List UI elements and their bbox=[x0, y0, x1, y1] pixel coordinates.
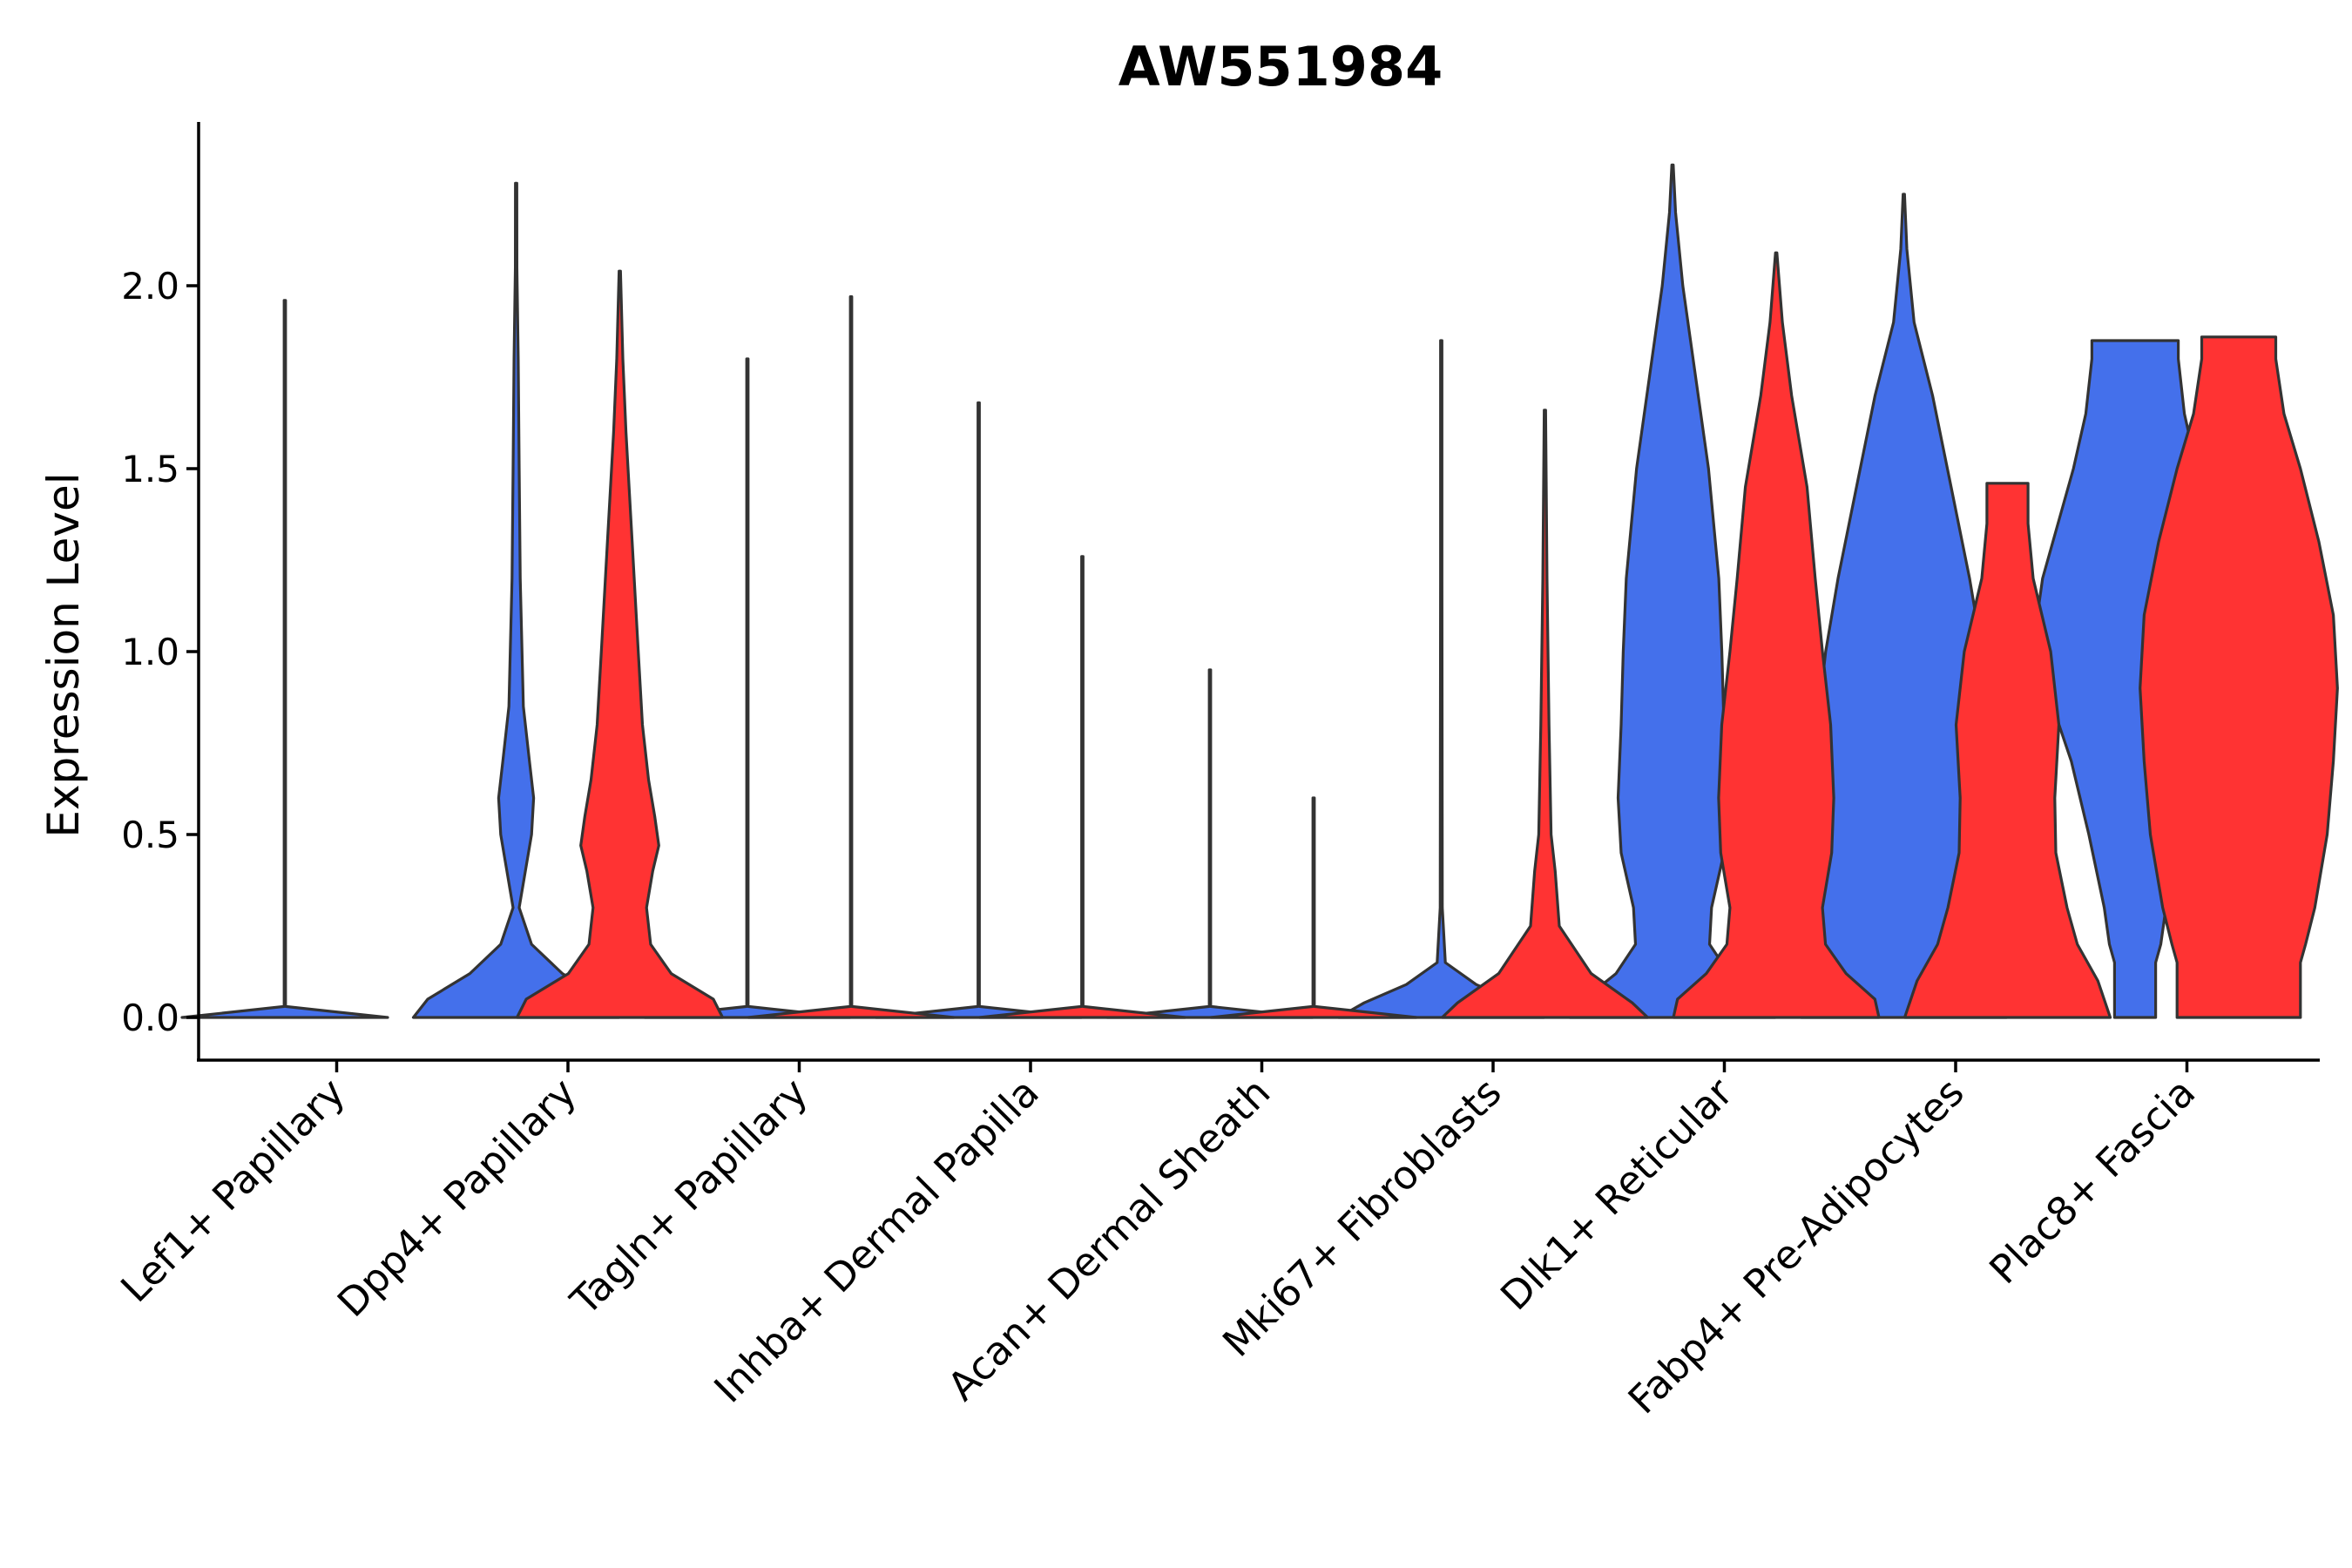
violin-inhba-pos-dermal-papilla-group-2 bbox=[977, 555, 1187, 1019]
y-tick-label: 2.0 bbox=[121, 265, 179, 308]
x-tick-label-lef1-pos-papillary: Lef1+ Papillary bbox=[112, 1069, 354, 1311]
y-tick-label: 0.0 bbox=[121, 997, 179, 1039]
violin-acan-pos-dermal-sheath-group-1 bbox=[1105, 668, 1315, 1019]
violin-mki67-pos-fibroblasts-group-1 bbox=[1336, 339, 1546, 1019]
y-tick-label: 1.5 bbox=[121, 448, 179, 490]
violin-acan-pos-dermal-sheath-group-2 bbox=[1209, 796, 1418, 1019]
violin-tagln-pos-papillary-group-2 bbox=[747, 295, 956, 1019]
violin-dlk1-pos-reticular-group-2 bbox=[1672, 251, 1881, 1019]
violin-tagln-pos-papillary-group-1 bbox=[643, 357, 852, 1019]
chart-title: AW551984 bbox=[1119, 35, 1443, 98]
x-tick-label-dpp4-pos-papillary: Dpp4+ Papillary bbox=[328, 1069, 585, 1326]
violin-dpp4-pos-papillary-group-2 bbox=[515, 269, 725, 1019]
x-tick-label-tagln-pos-papillary: Tagln+ Papillary bbox=[561, 1069, 816, 1324]
x-tick-label-dlk1-pos-reticular: Dlk1+ Reticular bbox=[1491, 1069, 1741, 1319]
violins-layer bbox=[180, 163, 2339, 1019]
violin-inhba-pos-dermal-papilla-group-1 bbox=[874, 401, 1084, 1019]
y-axis-label: Expression Level bbox=[38, 472, 89, 837]
violin-lef1-pos-papillary-group-1 bbox=[180, 299, 389, 1019]
violin-plac8-pos-fascia-group-2 bbox=[2139, 335, 2339, 1019]
violin-mki67-pos-fibroblasts-group-2 bbox=[1440, 409, 1650, 1019]
y-tick-label: 1.0 bbox=[121, 631, 179, 673]
y-ticks-layer: 0.0 0.5 1.0 1.5 2.0 bbox=[121, 265, 199, 1039]
violin-fabp4-pos-pre-adipocytes-group-2 bbox=[1903, 482, 2112, 1019]
violin-dpp4-pos-papillary-group-1 bbox=[411, 181, 621, 1019]
x-tick-label-plac8-pos-fascia: Plac8+ Fascia bbox=[1980, 1069, 2204, 1293]
y-tick-label: 0.5 bbox=[121, 814, 179, 856]
